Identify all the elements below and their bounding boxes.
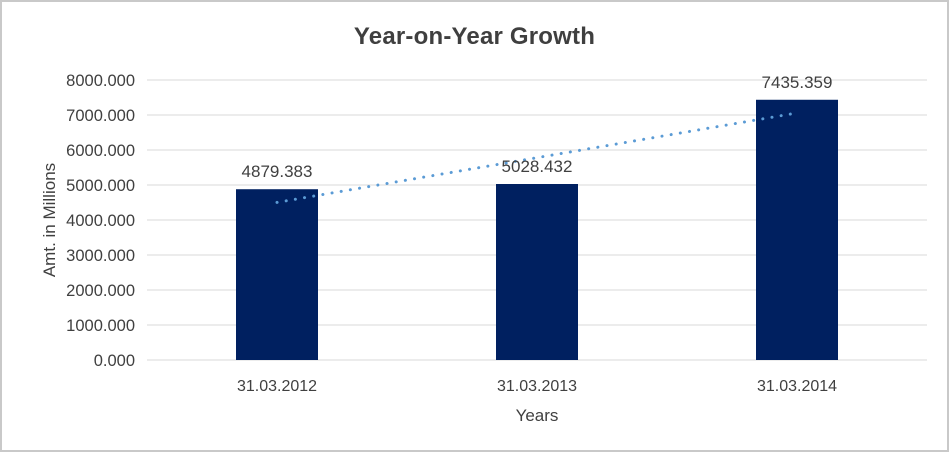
y-tick-label: 2000.000 [66, 282, 135, 300]
bar [756, 99, 838, 360]
y-tick-label: 3000.000 [66, 247, 135, 265]
x-axis-title: Years [515, 406, 559, 425]
x-tick-label: 31.03.2013 [497, 378, 577, 395]
x-tick-label: 31.03.2012 [237, 378, 317, 395]
y-tick-label: 4000.000 [66, 212, 135, 230]
y-tick-label: 5000.000 [66, 177, 135, 195]
y-tick-label: 1000.000 [66, 317, 135, 335]
data-label: 5028.432 [502, 157, 573, 176]
y-tick-label: 7000.000 [66, 107, 135, 125]
y-tick-label: 8000.000 [66, 72, 135, 90]
data-label: 7435.359 [762, 73, 833, 92]
y-tick-label: 0.000 [94, 352, 135, 370]
data-label: 4879.383 [242, 162, 313, 181]
bar [236, 189, 318, 360]
y-axis-title: Amt. in Millions [40, 162, 59, 278]
chart-title: Year-on-Year Growth [353, 23, 596, 50]
bar [496, 184, 578, 360]
y-tick-label: 6000.000 [66, 142, 135, 160]
x-tick-label: 31.03.2014 [757, 378, 837, 395]
